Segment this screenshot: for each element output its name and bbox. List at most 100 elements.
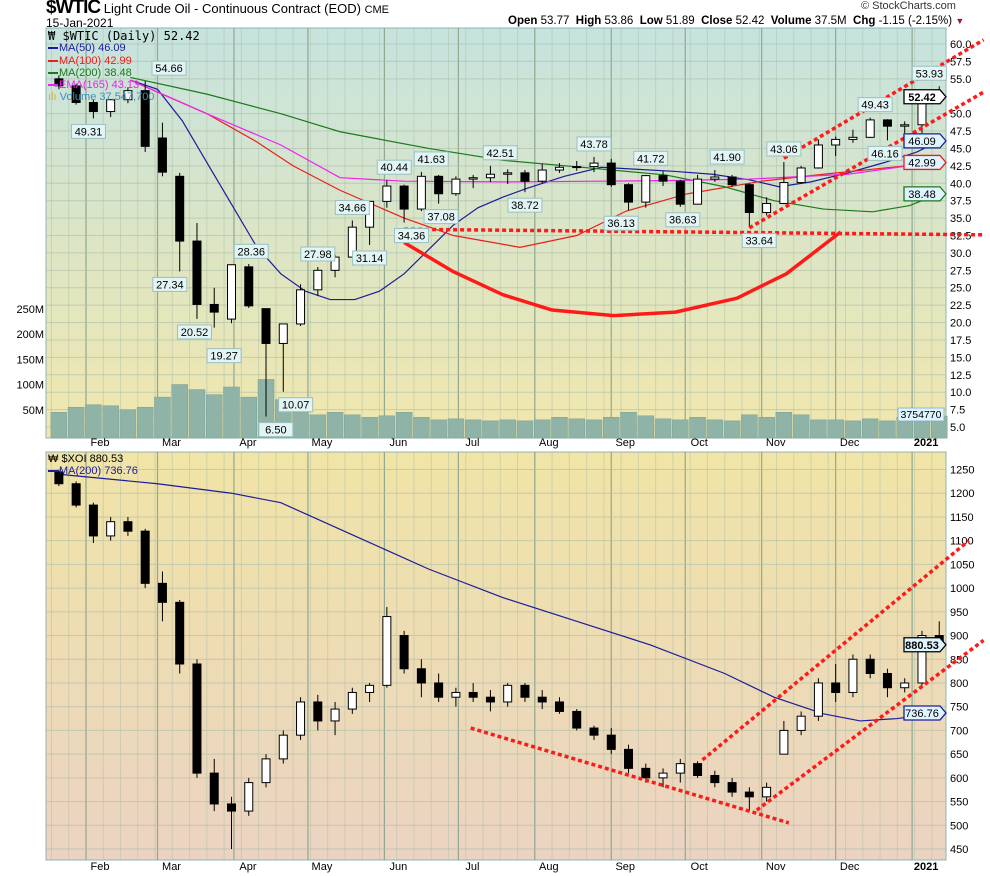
x-tick-label: 2021 bbox=[914, 437, 938, 449]
candle bbox=[848, 136, 858, 140]
value-tag-box bbox=[903, 89, 947, 105]
candle bbox=[140, 90, 150, 147]
y-tick-label: 17.5 bbox=[950, 335, 971, 347]
volume-bar bbox=[499, 419, 516, 439]
candle bbox=[209, 772, 219, 805]
candle bbox=[848, 658, 858, 693]
y-tick-label: 22.5 bbox=[950, 300, 971, 312]
price-label-box bbox=[394, 228, 430, 244]
volume-bar bbox=[551, 417, 568, 439]
candle bbox=[54, 471, 64, 485]
price-label-box bbox=[70, 123, 106, 139]
candle bbox=[744, 184, 754, 214]
price-label: 27.98 bbox=[304, 249, 332, 261]
candle bbox=[296, 701, 306, 736]
y-tick-label: 1250 bbox=[950, 465, 974, 477]
candle bbox=[244, 266, 254, 307]
x-tick-label: Feb bbox=[91, 861, 110, 873]
copyright[interactable]: © StockCharts.com bbox=[861, 0, 956, 12]
price-label: 36.63 bbox=[669, 215, 697, 227]
price-label: 41.90 bbox=[713, 152, 741, 164]
x-tick-label: 2021 bbox=[914, 861, 938, 873]
y-tick-label: 57.5 bbox=[950, 56, 971, 68]
candle bbox=[485, 173, 495, 179]
y-tick-label: 500 bbox=[950, 820, 968, 832]
y-tick-label: 10.0 bbox=[950, 387, 971, 399]
volume-bar bbox=[637, 415, 655, 439]
legend-xoi-ma200: MA(200) 736.76 bbox=[48, 465, 138, 477]
volume-tick-label: 100M bbox=[16, 380, 44, 392]
candle bbox=[693, 178, 703, 205]
trendline bbox=[782, 38, 985, 160]
candle bbox=[762, 786, 772, 798]
candle bbox=[123, 90, 133, 101]
x-tick-label: Aug bbox=[539, 861, 559, 873]
ma-line bbox=[58, 473, 940, 722]
volume-bar bbox=[223, 386, 240, 439]
candle bbox=[710, 176, 720, 180]
volume-bar bbox=[741, 414, 758, 439]
candle bbox=[572, 166, 582, 169]
volume-bar bbox=[689, 417, 706, 439]
volume-tag-box bbox=[897, 407, 945, 422]
y-tick-label: 50.0 bbox=[950, 109, 971, 121]
x-tick-label: Mar bbox=[162, 437, 181, 449]
y-tick-label: 450 bbox=[950, 844, 968, 856]
price-label-box bbox=[376, 159, 412, 175]
candle bbox=[693, 763, 703, 776]
candle bbox=[244, 782, 254, 812]
line-swatch-icon bbox=[48, 47, 58, 50]
candle bbox=[399, 635, 409, 670]
price-label: 34.66 bbox=[339, 202, 367, 214]
x-tick-label: Nov bbox=[766, 861, 786, 873]
trendline bbox=[701, 539, 970, 762]
x-tick-label: Nov bbox=[766, 437, 786, 449]
candle bbox=[278, 734, 288, 760]
volume-bar bbox=[413, 417, 430, 439]
volume-bar bbox=[154, 396, 171, 439]
candle bbox=[831, 682, 841, 693]
price-label-box bbox=[709, 149, 745, 165]
volume-bar bbox=[326, 412, 344, 439]
candle bbox=[917, 635, 927, 684]
price-label: 27.34 bbox=[156, 279, 184, 291]
price-label-box bbox=[576, 136, 612, 152]
trendline bbox=[755, 638, 985, 812]
instrument-name: Light Crude Oil - Continuous Contract (E… bbox=[103, 1, 361, 16]
value-tag: 46.09 bbox=[908, 136, 936, 148]
panel-xoi bbox=[45, 451, 947, 861]
volume-bar bbox=[67, 406, 85, 439]
candle bbox=[779, 729, 789, 755]
candle bbox=[347, 691, 357, 710]
legend-ma200: MA(200) 38.48 bbox=[48, 67, 200, 79]
candle bbox=[658, 772, 668, 779]
candle bbox=[589, 162, 599, 168]
volume-tick-label: 250M bbox=[16, 304, 44, 316]
low-label: Low bbox=[639, 15, 663, 27]
x-tick-label: Jul bbox=[465, 437, 479, 449]
y-tick-label: 12.5 bbox=[950, 370, 971, 382]
volume-bar bbox=[568, 418, 585, 439]
volume-bar bbox=[706, 419, 724, 439]
candle bbox=[192, 663, 202, 774]
candle bbox=[537, 696, 547, 703]
x-tick-label: Sep bbox=[615, 861, 635, 873]
price-label: 49.31 bbox=[75, 126, 103, 138]
volume-bar bbox=[516, 420, 534, 439]
volume-bar bbox=[810, 419, 827, 439]
x-tick-label: Apr bbox=[239, 437, 256, 449]
volume-bar bbox=[447, 418, 465, 439]
price-label: 41.72 bbox=[637, 153, 665, 165]
candle bbox=[865, 119, 875, 138]
price-label: 6.50 bbox=[265, 425, 286, 437]
candle bbox=[503, 684, 513, 703]
chart-title: $WTIC Light Crude Oil - Continuous Contr… bbox=[46, 0, 389, 20]
ma-line bbox=[130, 79, 940, 183]
volume-bar bbox=[585, 419, 603, 439]
price-label-box bbox=[258, 422, 294, 438]
price-label-box bbox=[278, 397, 314, 413]
price-label-box bbox=[233, 243, 269, 259]
quote-bar: Open 53.77 High 53.86 Low 51.89 Close 52… bbox=[508, 15, 964, 28]
